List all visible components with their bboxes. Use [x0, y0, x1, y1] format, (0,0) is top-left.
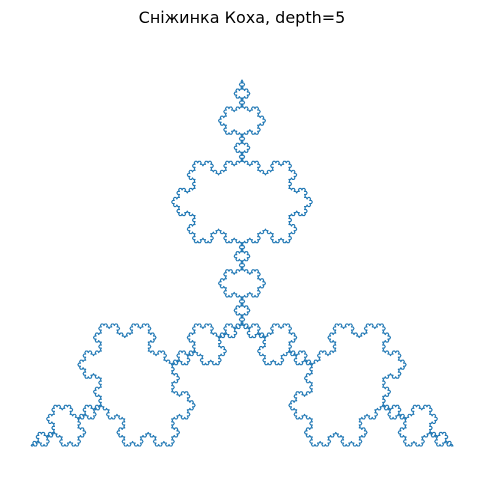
koch-curve [30, 79, 454, 447]
figure-title: Сніжинка Коха, depth=5 [138, 8, 346, 27]
